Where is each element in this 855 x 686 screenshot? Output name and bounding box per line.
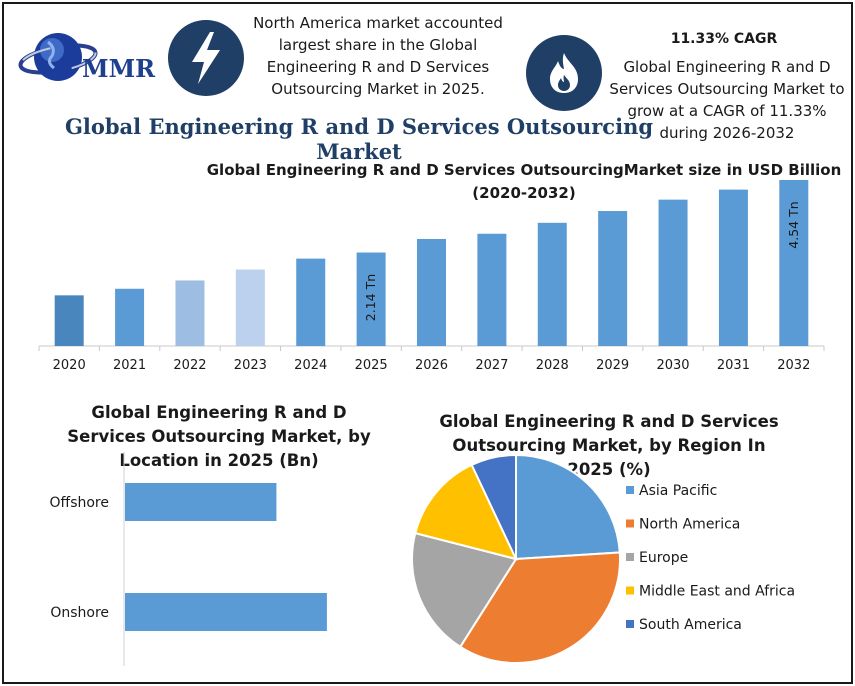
bar-2023	[235, 269, 265, 346]
bar-2028	[537, 222, 567, 346]
market-size-bar-chart: 2020 2021 2022 2023 2024 2025 2.14 Tn 2026 2027 2…	[38, 180, 825, 373]
bar-2026	[417, 238, 446, 346]
legend-label-north-america: North America	[639, 517, 740, 533]
x-tick-label-2022: 2022	[173, 358, 206, 373]
pie-slice-north-america	[458, 551, 621, 664]
pie-slice-asia-pacific	[515, 453, 621, 561]
x-tick-label-2027: 2027	[475, 358, 508, 373]
bar-chart-title: Global Engineering R and D Services Outs…	[206, 161, 842, 202]
data-label-2025: 2.14 Tn	[363, 274, 378, 321]
x-tick-label-2028: 2028	[536, 358, 569, 373]
bar-2030	[658, 199, 688, 346]
x-tick-label-2030: 2030	[656, 358, 689, 373]
legend-swatch-south-america	[626, 620, 634, 628]
x-tick-label-2020: 2020	[53, 358, 86, 373]
pie-slice-europe	[411, 531, 518, 649]
x-tick-label-2024: 2024	[294, 358, 327, 373]
legend-swatch-middle-east-and-africa	[626, 586, 634, 595]
bar-2024	[296, 258, 326, 346]
region-pie-chart: Asia Pacific North America Europe Middle Ea…	[411, 453, 795, 664]
logo-text: MMR	[82, 54, 156, 83]
bar-2021	[115, 288, 145, 346]
x-tick-label-2026: 2026	[415, 358, 448, 373]
legend-swatch-asia-pacific	[626, 486, 634, 494]
cagr-heading: 11.33% CAGR	[670, 31, 778, 47]
cagr-info-text: Global Engineering R and D Services Outs…	[609, 58, 845, 142]
north-america-info-text: North America market accounted largest s…	[253, 14, 503, 98]
main-title: Global Engineering R and D Services Outs…	[64, 114, 654, 164]
bar-2027	[477, 233, 507, 346]
lightning-bolt-icon	[168, 20, 244, 96]
category-label-offshore: Offshore	[50, 495, 109, 511]
x-tick-label-2032: 2032	[777, 358, 810, 373]
globe-icon	[18, 33, 98, 81]
x-tick-label-2021: 2021	[113, 358, 146, 373]
bar-2031	[718, 189, 748, 346]
x-tick-label-2031: 2031	[717, 358, 750, 373]
pie-chart-title: Global Engineering R and D Services Outs…	[439, 412, 779, 479]
mmr-logo	[18, 22, 168, 92]
x-tick-label-2025: 2025	[355, 358, 388, 373]
bar-2032	[779, 180, 809, 346]
bar-2020	[54, 295, 84, 346]
legend-swatch-europe	[626, 553, 634, 561]
bar-offshore	[125, 483, 277, 521]
x-tick-label-2029: 2029	[596, 358, 629, 373]
pie-slice-middle-east-and-africa	[414, 463, 518, 561]
x-tick-label-2023: 2023	[234, 358, 267, 373]
pie-slice-south-america	[470, 453, 517, 560]
legend-label-middle-east-and-africa: Middle East and Africa	[639, 584, 795, 600]
data-label-2032: 4.54 Tn	[786, 201, 801, 248]
bar-2029	[598, 211, 628, 346]
legend-label-south-america: South America	[639, 617, 742, 633]
flame-icon	[526, 35, 602, 111]
bar-2025	[356, 252, 386, 346]
location-horizontal-bar-chart: Offshore Onshore	[50, 452, 327, 666]
location-chart-title: Global Engineering R and D Services Outs…	[67, 403, 371, 470]
legend-label-europe: Europe	[639, 550, 688, 566]
legend-label-asia-pacific: Asia Pacific	[639, 483, 717, 499]
legend-swatch-north-america	[626, 519, 634, 528]
bar-2022	[175, 280, 205, 346]
bar-onshore	[125, 593, 327, 631]
category-label-onshore: Onshore	[50, 605, 109, 621]
